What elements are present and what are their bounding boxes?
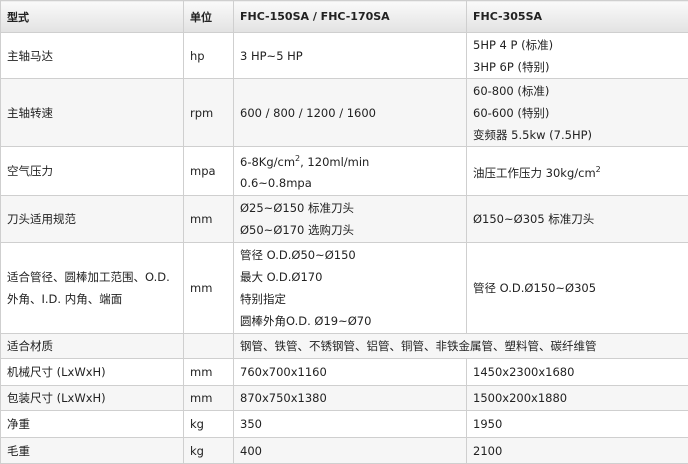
cell-line: 0.6~0.8mpa [240,172,460,194]
label-text: 包装尺寸 (LxWxH) [7,387,177,409]
unit-cell: kg [184,438,234,464]
cell-line: 3HP 6P (特别) [473,56,682,78]
unit-cell: rpm [184,79,234,147]
cell-line: 400 [240,440,460,462]
cell-line: 350 [240,413,460,435]
spec-cell: 1500x200x1880 [467,386,688,411]
cell-line: 管径 O.D.Ø50~Ø150 [240,244,460,266]
spec-cell: 350 [234,411,467,438]
unit-cell: hp [184,33,234,79]
table-row: 适合材质 钢管、铁管、不锈钢管、铝管、铜管、非铁金属管、塑料管、碳纤维管 [1,334,688,359]
header-cell: FHC-150SA / FHC-170SA [234,1,467,33]
row-label: 空气压力 [1,147,184,196]
spec-cell: 5HP 4 P (标准)3HP 6P (特别) [467,33,688,79]
row-label: 主轴转速 [1,79,184,147]
superscript: 2 [596,165,601,174]
cell-line: 特别指定 [240,288,460,310]
spec-cell: 60-800 (标准)60-600 (特别)变频器 5.5kw (7.5HP) [467,79,688,147]
cell-line: 870x750x1380 [240,387,460,409]
spec-cell: 2100 [467,438,688,464]
row-label: 刀头适用规范 [1,196,184,243]
row-label: 包装尺寸 (LxWxH) [1,386,184,411]
header-cell: 单位 [184,1,234,33]
unit-cell: mm [184,243,234,334]
cell-line: 管径 O.D.Ø150~Ø305 [473,277,682,299]
unit-cell [184,334,234,359]
spec-cell: 600 / 800 / 1200 / 1600 [234,79,467,147]
cell-line: 1950 [473,413,682,435]
cell-line: Ø150~Ø305 标准刀头 [473,208,682,230]
cell-line: 油压工作压力 30kg/cm2 [473,159,682,184]
row-label: 主轴马达 [1,33,184,79]
cell-line: 1450x2300x1680 [473,361,682,383]
cell-line: 6-8Kg/cm2, 120ml/min [240,148,460,173]
table-row: 主轴转速 rpm 600 / 800 / 1200 / 1600 60-800 (标准… [1,79,688,147]
header-cell: 型式 [1,1,184,33]
label-text: 净重 [7,413,177,435]
header-cell: FHC-305SA [467,1,688,33]
unit-cell: mm [184,196,234,243]
label-text: 刀头适用规范 [7,208,177,230]
table-row: 包装尺寸 (LxWxH) mm 870x750x1380 1500x200x1880 [1,386,688,411]
cell-line: 变频器 5.5kw (7.5HP) [473,124,682,146]
cell-line: 60-800 (标准) [473,80,682,102]
cell-line: 600 / 800 / 1200 / 1600 [240,102,460,124]
text: , 120ml/min [300,154,369,168]
cell-line: Ø50~Ø170 选购刀头 [240,219,460,241]
spec-cell: 870x750x1380 [234,386,467,411]
spec-cell: 油压工作压力 30kg/cm2 [467,147,688,196]
spec-cell: 400 [234,438,467,464]
spec-cell: 760x700x1160 [234,359,467,386]
cell-line: Ø25~Ø150 标准刀头 [240,197,460,219]
table-row: 净重 kg 350 1950 [1,411,688,438]
cell-line: 最大 O.D.Ø170 [240,266,460,288]
unit-cell: kg [184,411,234,438]
table-row: 主轴马达 hp 3 HP~5 HP 5HP 4 P (标准)3HP 6P (特别) [1,33,688,79]
unit-cell: mm [184,386,234,411]
table-row: 毛重 kg 400 2100 [1,438,688,464]
text: 6-8Kg/cm [240,154,295,168]
spec-cell: Ø150~Ø305 标准刀头 [467,196,688,243]
cell-line: 60-600 (特别) [473,102,682,124]
label-text: 机械尺寸 (LxWxH) [7,361,177,383]
label-text: 主轴转速 [7,102,177,124]
row-label: 适合管径、圆棒加工范围、O.D. 外角、I.D. 内角、端面 [1,243,184,334]
unit-cell: mpa [184,147,234,196]
cell-line: 3 HP~5 HP [240,45,460,67]
text: 油压工作压力 30kg/cm [473,165,596,179]
label-text: 适合管径、圆棒加工范围、O.D. 外角、I.D. 内角、端面 [7,266,177,310]
row-label: 适合材质 [1,334,184,359]
label-text: 适合材质 [7,335,177,357]
label-text: 毛重 [7,440,177,462]
spec-cell: 1450x2300x1680 [467,359,688,386]
cell-line: 5HP 4 P (标准) [473,34,682,56]
merged-cell: 钢管、铁管、不锈钢管、铝管、铜管、非铁金属管、塑料管、碳纤维管 [234,334,688,359]
cell-line: 1500x200x1880 [473,387,682,409]
label-text: 空气压力 [7,160,177,182]
cell-line: 圆棒外角O.D. Ø19~Ø70 [240,310,460,332]
spec-cell: 1950 [467,411,688,438]
spec-cell: 管径 O.D.Ø150~Ø305 [467,243,688,334]
unit-cell: mm [184,359,234,386]
spec-cell: 3 HP~5 HP [234,33,467,79]
label-text: 主轴马达 [7,45,177,67]
row-label: 机械尺寸 (LxWxH) [1,359,184,386]
row-label: 毛重 [1,438,184,464]
cell-line: 760x700x1160 [240,361,460,383]
cell-line: 2100 [473,440,682,462]
row-label: 净重 [1,411,184,438]
table-row: 机械尺寸 (LxWxH) mm 760x700x1160 1450x2300x1680 [1,359,688,386]
